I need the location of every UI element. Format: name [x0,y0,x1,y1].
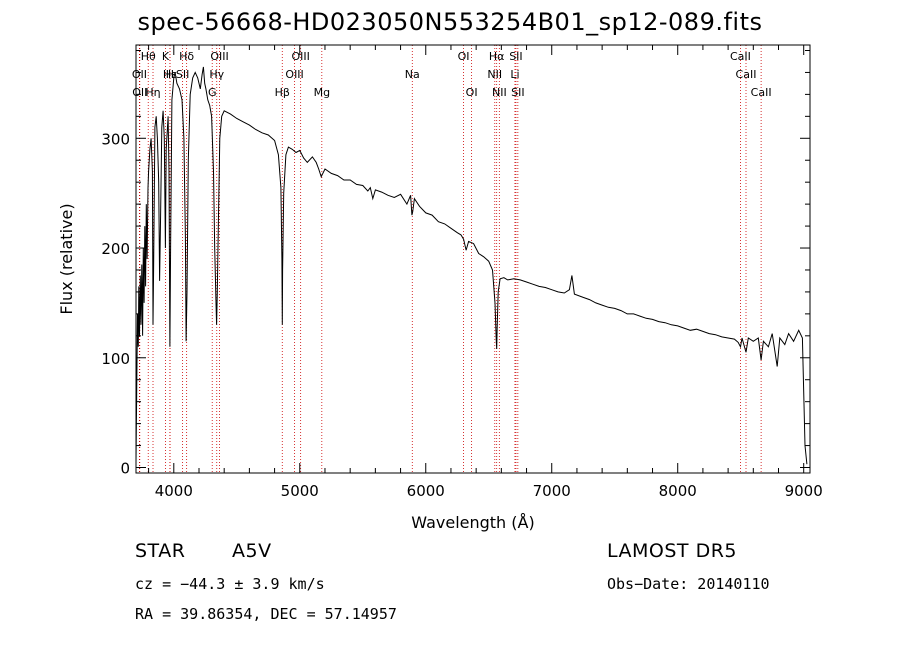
y-tick-label-2: 200 [101,240,130,258]
line-label-1: OII [132,68,147,81]
x-tick-label-0: 4000 [155,482,193,500]
x-tick-label-4: 8000 [659,482,697,500]
line-label-0: Hθ [141,50,156,63]
line-label-6: H [166,68,174,81]
line-label-18: OI [466,86,478,99]
line-label-3: Hη [145,86,160,99]
line-label-14: OIII [285,68,303,81]
line-label-24: SII [511,86,524,99]
line-label-26: CaII [736,68,757,81]
line-label-9: OIII [210,50,228,63]
line-label-2: OII [132,86,147,99]
line-label-19: Hα [489,50,505,63]
line-label-27: CaII [751,86,772,99]
line-label-11: G [208,86,217,99]
plot-frame [135,44,811,474]
line-label-10: Hγ [209,68,224,81]
line-label-17: OI [458,50,470,63]
line-label-21: NII [492,86,507,99]
y-tick-label-3: 300 [101,130,130,148]
chart-title: spec-56668-HD023050N553254B01_sp12-089.f… [137,8,763,36]
line-label-20: NII [487,68,502,81]
observation-date: Obs−Date: 20140110 [607,575,770,593]
y-axis-label: Flux (relative) [57,203,76,314]
line-label-5: Hε [163,68,177,81]
line-label-8: Hδ [179,50,194,63]
redshift-velocity: cz = −44.3 ± 3.9 km/s [135,575,325,593]
x-axis-label: Wavelength (Å) [411,513,534,532]
object-subclass: A5V [232,540,272,562]
line-label-16: Na [405,68,420,81]
line-label-4: K [162,50,170,63]
line-label-25: CaII [730,50,751,63]
x-tick-label-3: 7000 [533,482,571,500]
x-tick-label-5: 9000 [785,482,823,500]
x-tick-label-2: 6000 [407,482,445,500]
survey-name: LAMOST DR5 [607,540,737,562]
line-label-12: Hβ [275,86,290,99]
axis-ticks: 4000 5000 6000 7000 8000 9000 0 100 200 300 [101,45,823,500]
x-tick-label-1: 5000 [281,482,319,500]
line-label-22: SII [509,50,522,63]
y-tick-label-1: 100 [101,350,130,368]
line-label-7: SII [176,68,189,81]
line-label-15: Mg [314,86,330,99]
spectral-line-markers [139,45,762,473]
object-class: STAR [135,540,186,562]
line-label-13: OIII [291,50,309,63]
y-tick-label-0: 0 [120,460,130,478]
line-label-23: Li [510,68,519,81]
coordinates: RA = 39.86354, DEC = 57.14957 [135,605,397,623]
spectrum-line [136,66,808,465]
